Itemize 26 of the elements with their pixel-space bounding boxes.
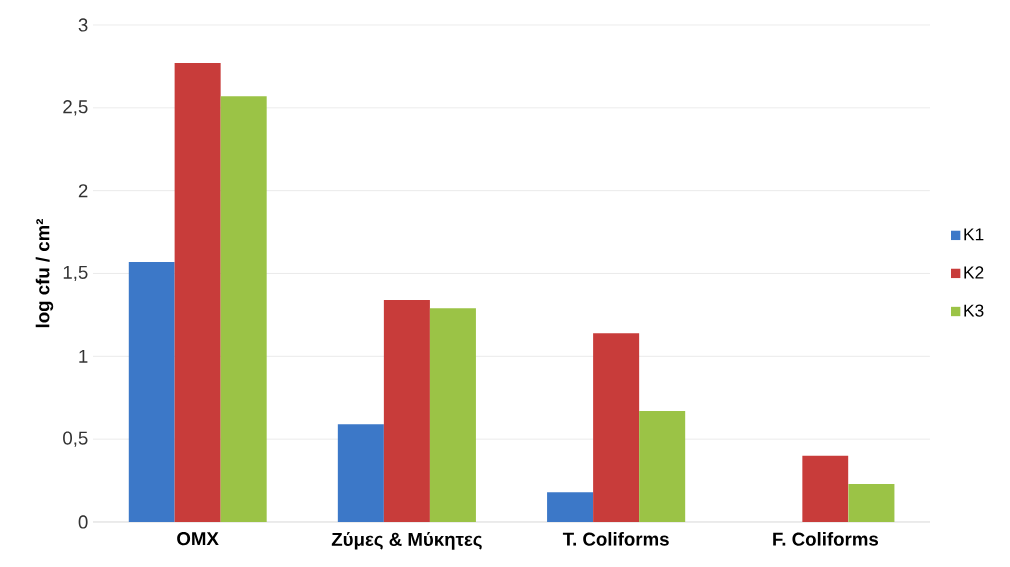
- x-tick-label: F. Coliforms: [773, 532, 879, 546]
- y-axis-title: log cfu / cm²: [35, 218, 54, 328]
- x-tick-label: T. Coliforms: [562, 532, 669, 546]
- y-tick-label: 2,5: [63, 100, 88, 116]
- y-tick-label: 1: [79, 349, 88, 363]
- bar: [220, 96, 267, 522]
- bar: [547, 492, 594, 522]
- y-tick-label: 3: [78, 18, 88, 32]
- y-tick-label: 0: [78, 515, 88, 529]
- bar: [593, 333, 640, 522]
- bar: [429, 308, 476, 522]
- bar: [802, 455, 849, 522]
- bar: [174, 63, 221, 522]
- legend-label: K1: [964, 228, 984, 241]
- legend-label: K2: [964, 266, 984, 279]
- bar: [128, 261, 175, 522]
- bar: [337, 424, 384, 522]
- bar: [383, 299, 430, 522]
- legend-label: K3: [964, 304, 984, 317]
- y-tick-label: 2: [78, 184, 88, 198]
- bar: [848, 483, 895, 522]
- y-tick-label: 1,5: [63, 265, 88, 282]
- bar: [639, 410, 686, 522]
- y-tick-label: 0,5: [63, 431, 88, 447]
- x-tick-label: ΟΜΧ: [177, 532, 219, 546]
- x-tick-label: Ζύμες & Μύκητες: [331, 532, 482, 550]
